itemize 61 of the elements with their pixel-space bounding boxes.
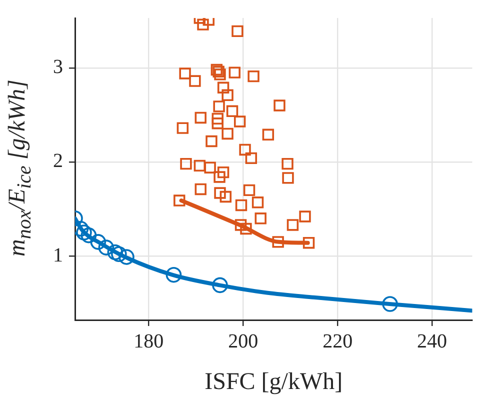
point xyxy=(214,187,226,199)
point xyxy=(272,236,284,248)
point xyxy=(234,116,246,128)
y-tick-label: 1 xyxy=(53,244,63,266)
point xyxy=(262,128,274,141)
point xyxy=(90,234,106,250)
point xyxy=(214,68,226,80)
point xyxy=(80,227,97,244)
point xyxy=(217,166,230,178)
point xyxy=(194,183,206,196)
y-tick-label: 2 xyxy=(53,150,63,172)
point xyxy=(252,196,264,208)
point xyxy=(232,25,244,38)
point xyxy=(166,266,182,283)
point xyxy=(228,66,240,78)
point xyxy=(189,75,201,87)
point xyxy=(174,194,186,206)
point xyxy=(282,158,294,170)
point xyxy=(235,199,248,212)
point xyxy=(245,152,258,164)
point xyxy=(220,190,232,203)
point xyxy=(212,118,224,130)
point xyxy=(282,172,294,184)
point xyxy=(118,249,134,265)
point xyxy=(107,244,124,260)
x-tick-label: 200 xyxy=(228,330,258,352)
point xyxy=(240,222,252,235)
x-tick-label: 220 xyxy=(322,330,353,352)
point xyxy=(212,112,224,125)
point xyxy=(382,296,398,312)
point xyxy=(213,100,225,112)
point xyxy=(234,219,247,231)
point xyxy=(180,158,192,170)
point xyxy=(214,171,226,183)
point xyxy=(222,128,234,140)
point xyxy=(194,112,206,124)
point xyxy=(179,68,191,80)
point xyxy=(194,160,206,172)
point xyxy=(217,82,230,94)
point xyxy=(243,184,256,196)
point xyxy=(98,240,114,256)
point xyxy=(76,224,92,240)
point xyxy=(239,144,251,156)
point xyxy=(204,162,216,174)
point xyxy=(286,219,299,231)
point xyxy=(197,18,209,30)
point xyxy=(299,210,311,222)
y-tick-label: 3 xyxy=(53,56,63,78)
point xyxy=(206,135,218,148)
point xyxy=(212,277,228,294)
point xyxy=(111,246,127,262)
x-tick-label: 180 xyxy=(134,330,164,352)
point xyxy=(248,70,260,82)
point xyxy=(302,237,315,249)
point xyxy=(274,100,286,112)
point xyxy=(254,212,266,224)
x-axis-title: ISFC [g/kWh] xyxy=(204,368,343,395)
x-tick-label: 240 xyxy=(417,330,448,352)
point xyxy=(226,105,238,117)
point xyxy=(176,122,189,134)
point xyxy=(222,89,234,101)
